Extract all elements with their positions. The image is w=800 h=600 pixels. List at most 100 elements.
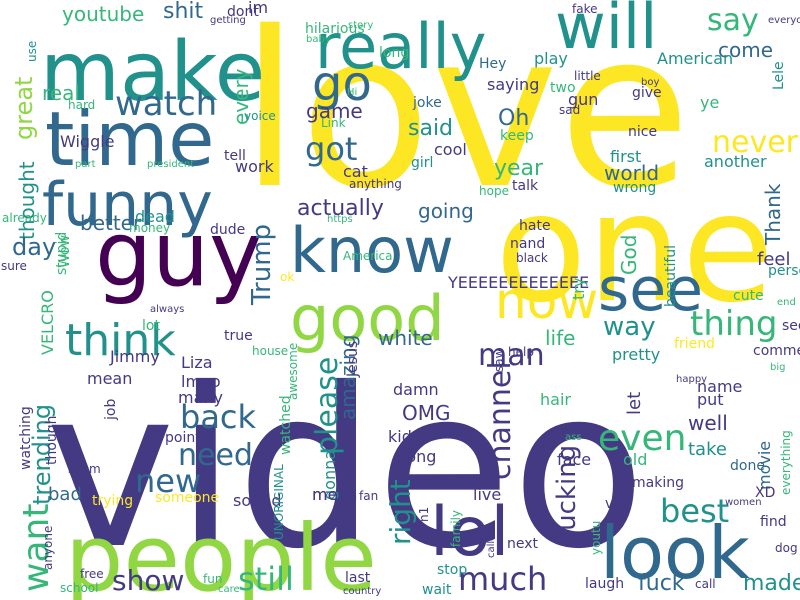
word-even: even xyxy=(598,418,686,459)
word-unoriginal: UNORIGINAL xyxy=(272,464,286,540)
word-house: house xyxy=(252,344,288,358)
word-dude: dude xyxy=(210,222,245,238)
word-lol: lol xyxy=(430,493,509,572)
word-everything: everything xyxy=(779,430,793,495)
word-point: point xyxy=(165,430,201,446)
word-every: every xyxy=(229,68,253,125)
word-back: back xyxy=(180,398,257,436)
word-story: story xyxy=(348,20,373,31)
word-hair: hair xyxy=(540,390,571,409)
word-wow: Wow xyxy=(57,235,73,268)
word-fucking: fucking xyxy=(552,445,582,540)
word-shit: shit xyxy=(163,0,204,24)
word-see: see xyxy=(598,255,703,325)
word-trending: trending xyxy=(28,404,56,505)
word-joke: joke xyxy=(412,95,442,111)
word-boy: boy xyxy=(641,77,659,88)
word-anything: anything xyxy=(349,177,402,191)
word-hi: Hi xyxy=(347,87,357,98)
word-live: live xyxy=(473,485,501,504)
word-right: right xyxy=(384,479,417,545)
word-mean: mean xyxy=(312,485,357,504)
word-better: better xyxy=(80,211,142,235)
word-mean: mean xyxy=(87,369,132,388)
word-gun: gun xyxy=(568,90,598,109)
word-velcro: VELCRO xyxy=(38,290,57,355)
word-please: please xyxy=(310,357,345,455)
word-going: going xyxy=(418,199,474,223)
word-care: care xyxy=(218,584,240,595)
word-black: black xyxy=(516,251,548,265)
word-year: year xyxy=(494,156,544,181)
word-yeeeeeeeeeeeee: YEEEEEEEEEEEEE xyxy=(447,273,589,292)
word-show: show xyxy=(112,564,184,597)
word-stupid: stupid xyxy=(54,232,70,275)
word-friend: friend xyxy=(674,336,715,352)
word-feel: feel xyxy=(757,249,791,270)
word-let: let xyxy=(624,392,645,415)
word-sad: sad xyxy=(559,103,580,117)
word-got: got xyxy=(305,130,357,168)
word-white: white xyxy=(378,326,433,350)
word-awesome: awesome xyxy=(286,343,300,400)
word-baby: baby xyxy=(306,34,331,45)
word-part: part xyxy=(75,159,96,170)
word-vid: vid xyxy=(605,496,626,512)
word-already: already xyxy=(2,211,47,225)
word-job: job xyxy=(103,399,119,421)
word-well: well xyxy=(688,411,728,435)
word-come: come xyxy=(718,38,773,62)
word-two: two xyxy=(550,80,576,96)
word-pretty: pretty xyxy=(612,345,660,364)
word-amazing: amazing xyxy=(336,335,360,420)
word-stop: stop xyxy=(437,562,467,578)
word-name: name xyxy=(697,377,742,396)
word-saw: saw xyxy=(492,348,506,372)
word-dog: dog xyxy=(775,541,798,555)
word-people: people xyxy=(65,505,377,600)
word-free: free xyxy=(80,567,104,581)
word-ok: ok xyxy=(280,270,294,284)
word-person: person xyxy=(768,263,800,279)
word-school: school xyxy=(60,581,98,595)
word-cute: cute xyxy=(733,288,764,304)
word-need: need xyxy=(178,438,253,473)
word-one: one xyxy=(495,162,774,336)
word-made: made xyxy=(743,571,800,596)
word-comment: comment xyxy=(753,343,800,359)
word-making: making xyxy=(632,475,684,491)
word-take: take xyxy=(688,439,727,460)
word-hey: Hey xyxy=(479,56,506,72)
word-bad: bad xyxy=(48,484,82,505)
word-little: little xyxy=(574,69,601,83)
word-use: use xyxy=(25,41,39,62)
word-getting: getting xyxy=(210,15,246,26)
word-day: day xyxy=(12,233,56,261)
word-mean: mean xyxy=(312,485,357,504)
word-big: big xyxy=(770,362,785,373)
word-make: make xyxy=(40,25,265,120)
word-https: https xyxy=(327,214,353,225)
word-now: now xyxy=(495,272,598,330)
word-hard: hard xyxy=(68,98,95,112)
word-damn: damn xyxy=(393,380,439,399)
word-go: go xyxy=(312,56,372,112)
word-funny: funny xyxy=(42,170,213,240)
word-fan: fan xyxy=(359,489,378,503)
word-old: old xyxy=(623,450,647,469)
word-lele: Lele xyxy=(771,61,787,90)
word-liza: Liza xyxy=(181,353,213,372)
word-work: work xyxy=(235,157,274,176)
word-america: America xyxy=(343,249,393,263)
word-beautiful: beautiful xyxy=(663,245,679,307)
word-hate: hate xyxy=(519,218,551,234)
word-link: Link xyxy=(321,116,346,130)
word-gonna: gonna xyxy=(320,450,339,500)
word-ass: ass xyxy=(565,432,582,443)
word-true: true xyxy=(224,328,253,344)
word-oh: Oh xyxy=(498,106,529,131)
word-president: president xyxy=(147,159,194,170)
word-end: end xyxy=(777,297,796,308)
word-wrong: wrong xyxy=(613,180,656,196)
